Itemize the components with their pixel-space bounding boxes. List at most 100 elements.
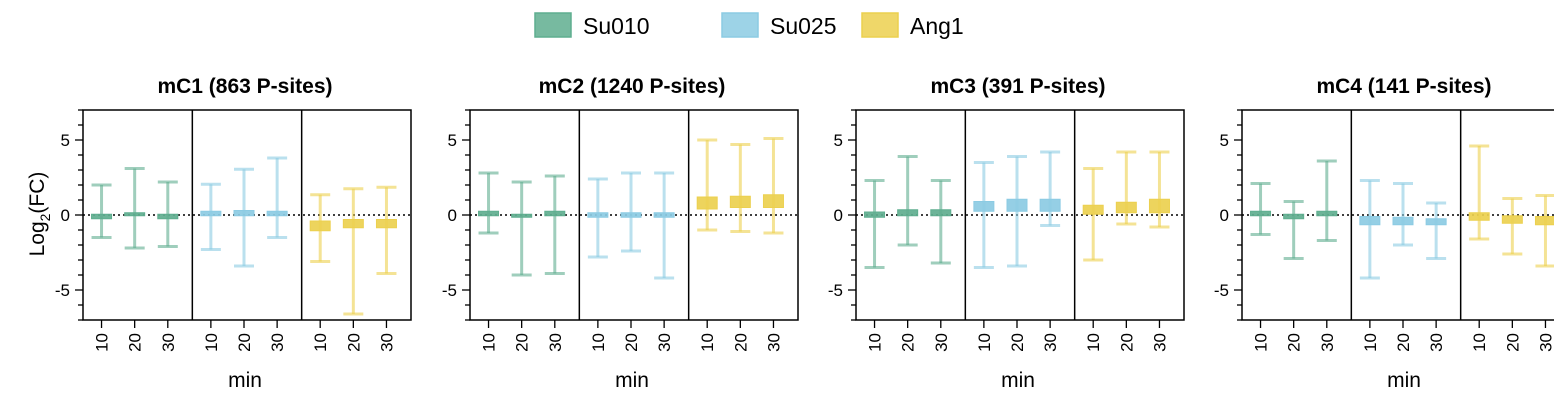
box-iqr [864,211,886,218]
x-tick-label: 20 [622,333,641,352]
x-tick-label: 20 [1117,333,1136,352]
panel-title-2: mC2 (1240 P-sites) [539,75,726,98]
y-tick-label: -5 [828,281,843,300]
box-iqr [587,212,609,218]
x-tick-label: 10 [1361,333,1380,352]
box-iqr [1082,204,1104,215]
x-tick-label: 30 [1536,333,1554,352]
box-ang1-20 [1501,197,1523,256]
box-su025-10 [587,177,609,259]
x-tick-label: 20 [126,333,145,352]
x-axis-label: min [228,369,262,392]
legend-swatch-su025 [721,12,759,38]
box-iqr [930,209,952,217]
box-iqr [653,212,675,218]
y-tick-label: -5 [1214,281,1229,300]
box-ang1-30 [762,137,784,235]
x-tick-label: 20 [235,333,254,352]
box-iqr [1316,210,1338,217]
box-iqr [1534,216,1554,226]
box-su010-10 [478,171,500,235]
x-tick-label: 20 [1285,333,1304,352]
x-tick-label: 20 [1008,333,1027,352]
box-iqr [1283,213,1305,220]
box-su025-20 [233,167,255,268]
box-iqr [1039,198,1061,212]
x-tick-label: 20 [344,333,363,352]
x-tick-label: 30 [1318,333,1337,352]
legend-item-su025: Su025 [721,12,837,39]
box-ang1-20 [1115,150,1137,226]
x-tick-label: 10 [311,333,330,352]
x-tick-label: 10 [589,333,608,352]
x-tick-label: 30 [546,333,565,352]
box-su010-30 [930,179,952,265]
panel-3: mC3 (391 P-sites) 5 0 -5 10 20 30 10 20 30 10 20 30 m… [828,75,1185,392]
box-su025-10 [200,182,222,251]
box-iqr [91,213,113,220]
panel-4: mC4 (141 P-sites) 5 0 -5 10 20 30 10 20 30 10 20 30 m… [1214,75,1554,392]
box-su010-30 [544,174,566,275]
box-iqr [729,195,751,208]
x-tick-label: 20 [899,333,918,352]
x-tick-label: 20 [1503,333,1522,352]
x-tick-label: 10 [698,333,717,352]
x-axis-label: min [1387,369,1421,392]
panel-title-4: mC4 (141 P-sites) [1316,75,1491,98]
y-axis-label: Log2(FC) [26,172,53,257]
box-su010-20 [1283,200,1305,260]
x-tick-label: 10 [202,333,221,352]
box-iqr [478,210,500,217]
y-tick-label: 5 [61,131,70,150]
box-ang1-30 [1534,194,1554,268]
box-su025-30 [1039,150,1061,227]
x-axis-label: min [1001,369,1035,392]
y-tick-label: 0 [834,206,843,225]
x-tick-label: 10 [1252,333,1271,352]
box-iqr [342,219,364,229]
y-axis-label-main: Log [26,221,49,256]
y-axis-label-tail: (FC) [26,172,49,214]
box-su025-30 [266,156,288,239]
x-tick-label: 30 [1427,333,1446,352]
box-iqr [1250,210,1272,217]
y-axis-label-sub: 2 [37,213,53,221]
x-tick-label: 30 [159,333,178,352]
box-ang1-20 [729,143,751,233]
x-tick-label: 30 [655,333,674,352]
y-tick-label: 5 [448,131,457,150]
box-su010-30 [157,180,179,248]
box-iqr [696,196,718,210]
box-iqr [897,209,919,217]
y-tick-label: -5 [442,281,457,300]
x-tick-label: 30 [377,333,396,352]
legend-item-ang1: Ang1 [861,12,964,39]
x-tick-label: 10 [93,333,112,352]
box-iqr [124,212,146,217]
x-tick-label: 10 [866,333,885,352]
legend-swatch-ang1 [861,12,899,38]
panel-title-1: mC1 (863 P-sites) [157,75,332,98]
x-tick-label: 20 [1394,333,1413,352]
y-tick-label: 0 [1220,206,1229,225]
box-su010-10 [864,179,886,269]
y-tick-label: 0 [61,206,70,225]
box-iqr [266,210,288,217]
box-iqr [1425,218,1447,226]
box-su010-20 [511,180,533,277]
box-ang1-30 [1148,150,1170,229]
box-su025-20 [1006,155,1028,268]
box-iqr [1115,201,1137,214]
box-ang1-20 [342,187,364,316]
box-ang1-10 [1468,144,1490,241]
box-ang1-10 [696,138,718,232]
box-su010-10 [91,183,113,239]
box-iqr [1006,198,1028,212]
x-axis-label: min [615,369,649,392]
x-tick-label: 30 [268,333,287,352]
panel-1: mC1 (863 P-sites) 5 0 -5 10 20 30 10 20 30 10 20 30 m… [55,75,412,392]
y-tick-label: 5 [1220,131,1229,150]
y-tick-label: 5 [834,131,843,150]
